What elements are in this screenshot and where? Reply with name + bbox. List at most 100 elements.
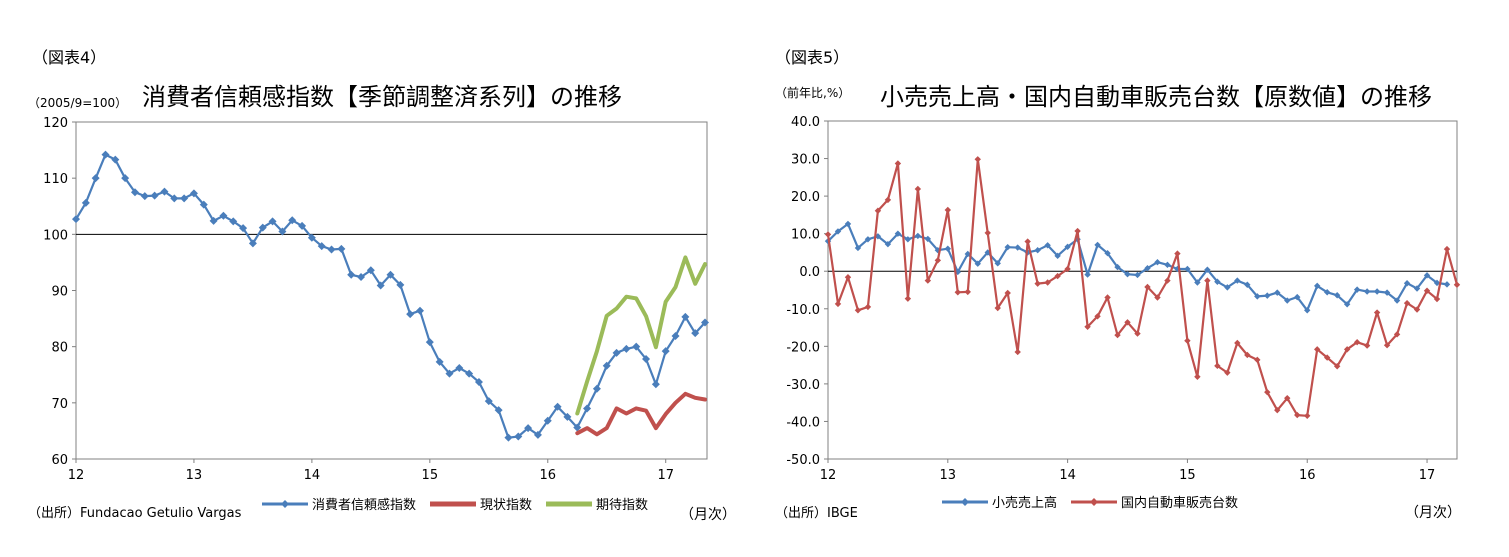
data-point (514, 432, 523, 441)
data-point (701, 318, 710, 327)
x-tick-label: 17 (657, 468, 674, 483)
data-point (1433, 295, 1441, 303)
data-point (140, 192, 149, 201)
data-point (824, 231, 832, 238)
data-point (1363, 342, 1371, 349)
chart-title: 消費者信頼感指数【季節調整済系列】の推移 (142, 83, 622, 111)
data-point (553, 402, 562, 411)
x-tick-label: 15 (422, 468, 439, 483)
data-point (944, 206, 952, 214)
data-point (425, 338, 434, 347)
data-point (445, 369, 454, 378)
data-point (396, 280, 405, 289)
data-point (121, 174, 130, 183)
y-tick-label: 100 (43, 228, 68, 243)
data-point (1014, 348, 1021, 356)
legend-label: 消費者信頼感指数 (312, 498, 417, 513)
legend-label: 現状指数 (480, 498, 533, 513)
data-point (1314, 282, 1321, 290)
data-point (681, 312, 690, 321)
y-tick-label: 10.0 (791, 228, 820, 243)
data-point (81, 198, 90, 207)
data-point (874, 207, 882, 214)
data-point (622, 344, 631, 353)
y-tick-label: -10.0 (786, 303, 820, 318)
x-tick-label: 13 (940, 468, 957, 483)
figure-label: （図表5） (775, 48, 850, 67)
data-point (1254, 293, 1261, 300)
data-point (691, 329, 700, 338)
data-point (1284, 394, 1291, 402)
data-point (1274, 406, 1281, 414)
data-point (524, 424, 533, 433)
data-point (1084, 271, 1091, 278)
series-line (826, 222, 1449, 312)
data-point (1343, 301, 1351, 308)
data-point (602, 361, 611, 370)
data-point (894, 160, 902, 167)
data-point (844, 274, 852, 281)
legend-item-retail-sales: 小売売上高 (942, 492, 1057, 511)
data-point (258, 223, 267, 232)
source-label: （出所）IBGE (775, 506, 858, 521)
data-point (1323, 289, 1331, 296)
unit-label: （2005/9=100） (28, 96, 128, 110)
data-point (914, 185, 922, 193)
data-point (386, 270, 395, 279)
data-point (1054, 252, 1061, 260)
data-point (1084, 323, 1091, 331)
data-point (592, 384, 601, 393)
data-point (924, 277, 932, 284)
x-tick-label: 16 (1299, 468, 1316, 483)
data-point (904, 295, 912, 302)
legend-line-red (1071, 497, 1118, 506)
data-point (533, 430, 542, 439)
data-point (954, 289, 961, 296)
y-tick-label: 0.0 (799, 265, 820, 280)
data-point (1393, 331, 1401, 338)
legend-label: 小売売上高 (992, 496, 1058, 511)
data-point (1343, 346, 1351, 353)
x-tick-label: 15 (1179, 468, 1196, 483)
unit-label: （前年比,%） (775, 86, 851, 100)
data-point (651, 380, 660, 389)
data-point (1304, 412, 1311, 420)
y-tick-label: 120 (43, 116, 68, 131)
chart-plot-2: 40.0 30.0 20.0 10.0 0.0 -10.0 -20.0 -30.0 -40.0 -… (786, 115, 1461, 483)
y-tick-label: 80 (51, 341, 68, 356)
data-point (415, 306, 424, 315)
data-point (1034, 280, 1041, 287)
data-point (465, 369, 474, 378)
data-point (1174, 250, 1181, 257)
legend: 消費者信頼感指数 現状指数 期待指数 (262, 494, 662, 513)
legend-label: 期待指数 (596, 498, 649, 513)
legend-line-green (546, 501, 593, 506)
legend: 小売売上高 国内自動車販売台数 (942, 492, 1252, 511)
data-point (288, 216, 297, 225)
data-point (504, 433, 513, 442)
y-tick-label: 70 (51, 397, 68, 412)
data-point (307, 233, 316, 242)
x-tick-label: 14 (304, 468, 321, 483)
data-point (1164, 261, 1171, 269)
data-point (974, 156, 981, 163)
data-point (494, 406, 503, 415)
data-point (327, 245, 336, 254)
data-point (834, 300, 842, 308)
legend-label: 国内自動車販売台数 (1121, 496, 1239, 511)
plot-frame (75, 121, 708, 460)
data-point (239, 224, 248, 233)
data-point (1264, 292, 1271, 299)
data-point (1383, 342, 1391, 349)
x-tick-label: 14 (1059, 468, 1076, 483)
data-point (189, 189, 198, 198)
month-label: （月次） (1405, 505, 1461, 521)
data-point (671, 331, 680, 340)
data-point (1373, 309, 1381, 316)
data-point (1124, 319, 1131, 326)
data-point (150, 191, 159, 200)
x-tick-label: 17 (1419, 468, 1436, 483)
data-point (864, 303, 872, 311)
data-point (298, 221, 307, 230)
data-point (130, 188, 139, 197)
